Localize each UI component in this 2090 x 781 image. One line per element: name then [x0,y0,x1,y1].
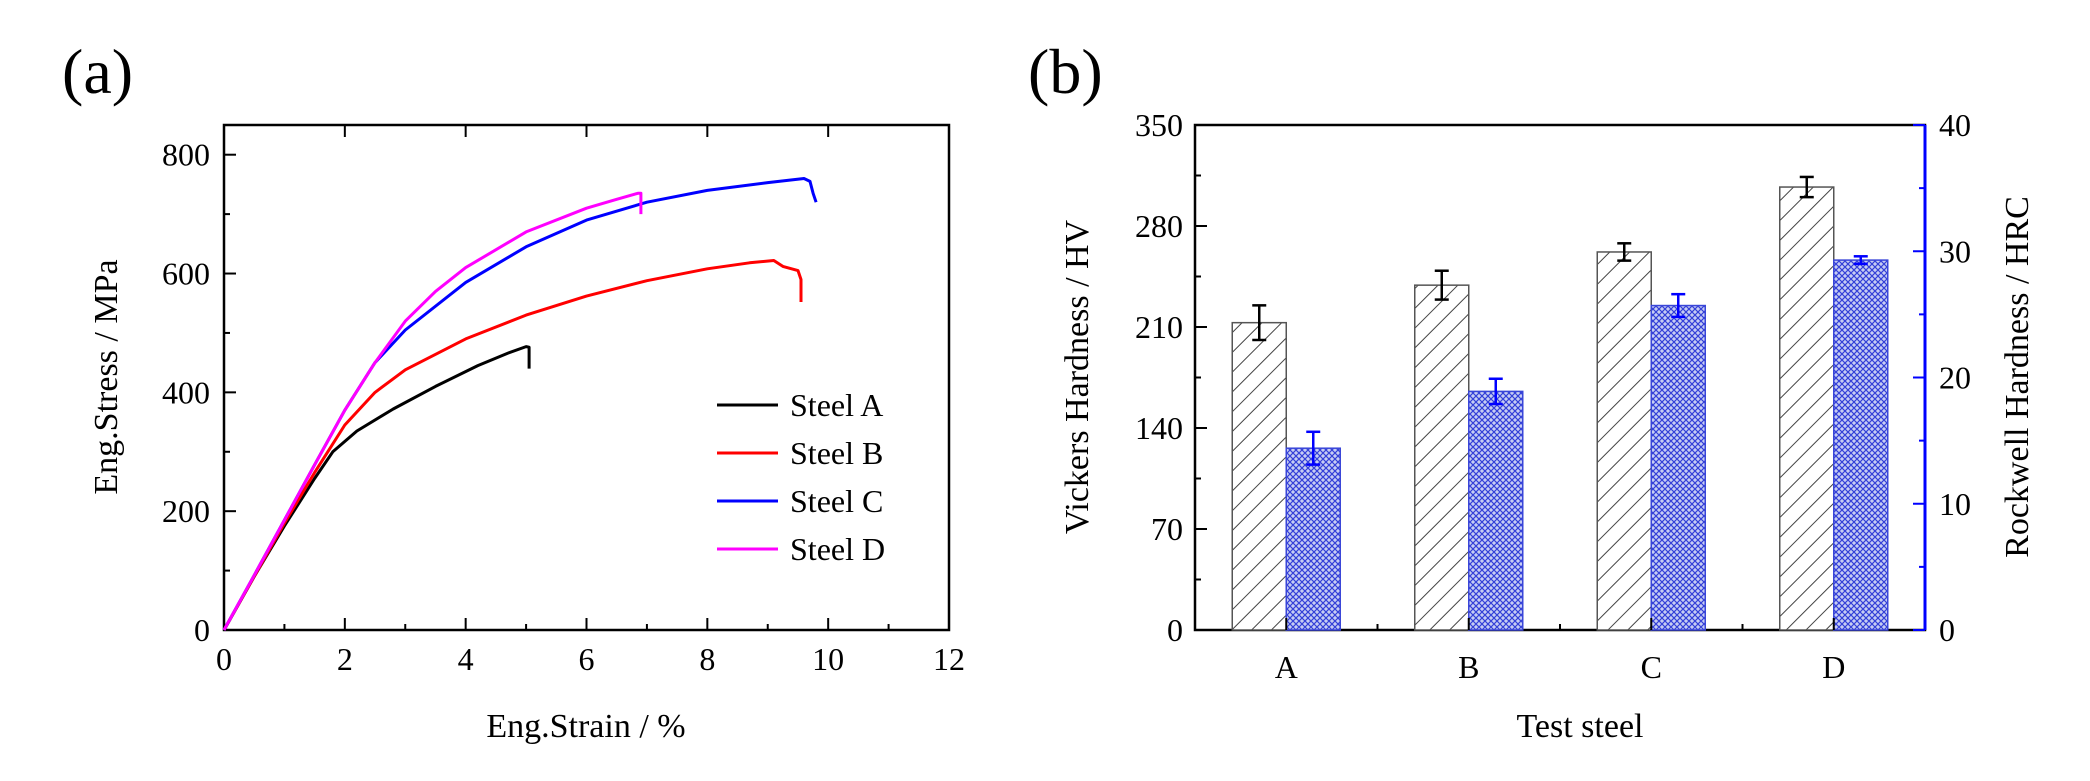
panel-b-hardness-bar-chart: (b) A B C D 0 70 140 210 280 350 0 10 20 30 40 Test st… [1028,36,2036,745]
panel-b-right-tick-label: 20 [1939,360,1971,396]
panel-a-x-tick-label: 0 [216,641,232,677]
series-line-steel-a [222,345,531,631]
panel-b-bars [1231,175,1889,631]
panel-a-y-axis-title: Eng.Stress / MPa [88,259,125,494]
panel-b-right-axis-title: Rockwell Hardness / HRC [1999,196,2036,558]
panel-b-ticks: A B C D 0 70 140 210 280 350 0 10 20 30 40 [1135,107,1971,685]
panel-b-x-tick-label: B [1458,649,1479,685]
panel-a-ticks: 0 2 4 6 8 10 12 0 200 400 600 800 [162,125,965,677]
panel-a-x-tick-label: 2 [337,641,353,677]
panel-a-y-tick-label: 0 [194,612,210,648]
panel-b-x-axis-title: Test steel [1517,708,1644,745]
bar-rockwell-D [1833,259,1889,631]
panel-a-x-tick-label: 8 [699,641,715,677]
panel-a-series-lines [222,177,818,631]
bar-rockwell-C [1650,304,1706,631]
panel-a-y-tick-label: 600 [162,256,210,292]
panel-a-y-tick-label: 400 [162,374,210,410]
panel-b-left-tick-label: 350 [1135,107,1183,143]
panel-b-left-tick-label: 0 [1167,612,1183,648]
panel-b-right-tick-label: 30 [1939,233,1971,269]
series-line-steel-b [222,259,803,631]
panel-a-x-tick-label: 4 [458,641,474,677]
bar-vickers-D [1779,186,1835,631]
panel-a-x-tick-label: 12 [933,641,965,677]
panel-b-right-tick-label: 40 [1939,107,1971,143]
panel-b-x-tick-label: D [1822,649,1845,685]
bar-vickers-A [1231,321,1287,631]
panel-a-x-tick-label: 6 [579,641,595,677]
panel-a-x-tick-label: 10 [812,641,844,677]
legend-label-steel-a: Steel A [790,387,883,423]
bar-rockwell-B [1468,390,1524,631]
panel-b-left-tick-label: 280 [1135,208,1183,244]
panel-b-left-tick-label: 70 [1151,511,1183,547]
legend-label-steel-b: Steel B [790,435,883,471]
bar-rockwell-A [1285,447,1341,631]
panel-b-right-tick-label: 0 [1939,612,1955,648]
panel-a-x-axis-title: Eng.Strain / % [486,708,685,745]
panel-a-y-tick-label: 800 [162,137,210,173]
panel-b-label: (b) [1028,36,1103,107]
panel-a-y-tick-label: 200 [162,493,210,529]
panel-b-left-tick-label: 210 [1135,309,1183,345]
legend-label-steel-c: Steel C [790,483,883,519]
series-line-steel-d [222,191,643,631]
panel-b-x-tick-label: A [1275,649,1298,685]
panel-b-left-tick-label: 140 [1135,410,1183,446]
panel-b-left-axis-title: Vickers Hardness / HV [1059,219,1096,534]
panel-a-legend: Steel A Steel B Steel C Steel D [717,387,885,567]
panel-a-label: (a) [62,36,133,107]
bar-vickers-C [1596,251,1652,631]
panel-b-x-tick-label: C [1641,649,1662,685]
legend-label-steel-d: Steel D [790,531,885,567]
bar-vickers-B [1414,284,1470,631]
panel-a-stress-strain-chart: (a) 0 2 4 6 8 10 12 0 200 400 600 800 Eng.Strain / … [62,36,965,745]
panel-b-right-tick-label: 10 [1939,486,1971,522]
